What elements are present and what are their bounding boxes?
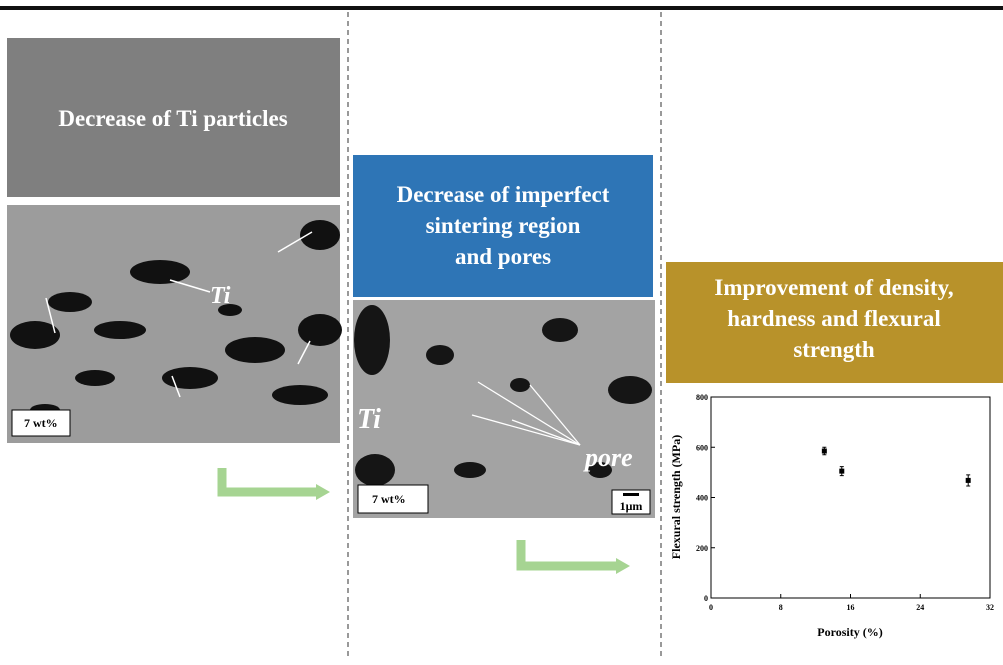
x-tick-label: 32 (986, 603, 994, 612)
plot-frame (710, 396, 991, 599)
panel-title: Decrease of imperfect (397, 182, 610, 207)
panel-title: Decrease of Ti particles (58, 106, 287, 131)
y-tick-label: 800 (696, 393, 708, 402)
x-tick-label: 8 (779, 603, 783, 612)
panel-title: and pores (455, 244, 551, 269)
x-tick-label: 24 (916, 603, 924, 612)
image-label: 1μm (620, 499, 643, 513)
point (965, 477, 971, 483)
title-box (7, 38, 340, 197)
arrow (616, 558, 630, 574)
point (821, 448, 827, 454)
micrograph (7, 205, 342, 443)
arrow (316, 484, 330, 500)
x-tick-label: 0 (709, 603, 713, 612)
top-rule (0, 6, 1003, 10)
arrow (217, 468, 318, 497)
panel-title: strength (793, 337, 875, 362)
y-tick-label: 200 (696, 544, 708, 553)
point (839, 468, 845, 474)
panel-title: sintering region (426, 213, 581, 238)
y-tick-label: 0 (704, 594, 708, 603)
image-label: pore (583, 443, 633, 472)
arrow (516, 540, 618, 571)
micrograph (353, 300, 655, 518)
x-tick-label: 16 (847, 603, 855, 612)
panel-title: hardness and flexural (727, 306, 940, 331)
y-tick-label: 600 (696, 443, 708, 452)
x-axis-label: Porosity (%) (817, 625, 882, 639)
image-label: Ti (210, 283, 231, 309)
panel-title: Improvement of density, (714, 275, 953, 300)
title-box (353, 155, 653, 297)
image-label: Ti (357, 404, 381, 435)
y-tick-label: 400 (696, 494, 708, 503)
image-label: 7 wt% (372, 492, 406, 506)
y-axis-label: Flexural strength (MPa) (669, 435, 683, 559)
title-box (666, 262, 1003, 383)
image-label: 7 wt% (24, 416, 58, 430)
